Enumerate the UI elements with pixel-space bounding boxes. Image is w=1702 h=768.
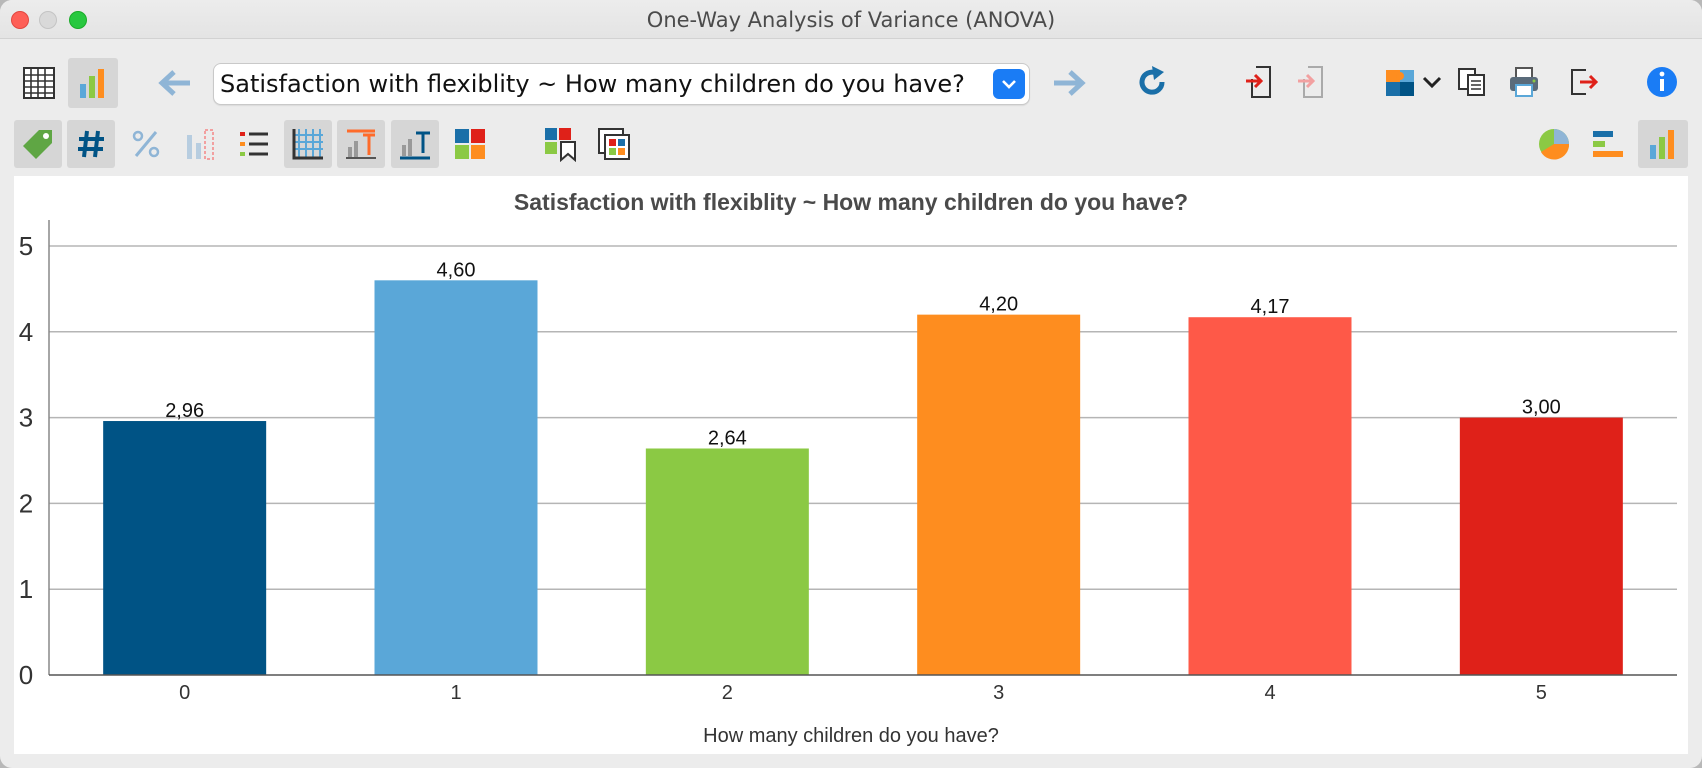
bar-3 bbox=[917, 314, 1081, 675]
x-tick-label: 4 bbox=[1264, 682, 1275, 704]
hash-icon[interactable] bbox=[67, 120, 115, 168]
close-window-button[interactable] bbox=[11, 11, 29, 29]
minimize-window-button[interactable] bbox=[39, 11, 57, 29]
info-icon[interactable] bbox=[1640, 60, 1684, 104]
y-tick-label: 2 bbox=[19, 488, 33, 518]
x-tick-label: 3 bbox=[993, 682, 1004, 704]
export-disabled-icon[interactable] bbox=[1290, 60, 1334, 104]
dashed-bar-icon[interactable] bbox=[178, 120, 222, 168]
y-tick-label: 1 bbox=[19, 574, 33, 604]
x-axis-label: How many children do you have? bbox=[703, 725, 999, 747]
bar-value-label: 4,60 bbox=[437, 259, 476, 281]
y-tick-label: 0 bbox=[19, 660, 33, 690]
bar-title-icon[interactable] bbox=[337, 120, 385, 168]
bar-1 bbox=[374, 280, 538, 675]
y-tick-label: 4 bbox=[19, 317, 33, 347]
exit-icon[interactable] bbox=[1562, 60, 1606, 104]
x-tick-label: 2 bbox=[722, 682, 733, 704]
chart-panel: Satisfaction with flexiblity ~ How many … bbox=[14, 176, 1688, 754]
puzzle-icon[interactable] bbox=[1380, 60, 1448, 104]
bar-chart: Satisfaction with flexiblity ~ How many … bbox=[19, 189, 1677, 747]
y-tick-label: 3 bbox=[19, 403, 33, 433]
chart-view-icon[interactable] bbox=[68, 58, 118, 108]
vertical-bar-icon[interactable] bbox=[1638, 120, 1688, 168]
title-bar: One-Way Analysis of Variance (ANOVA) bbox=[0, 0, 1702, 39]
bar-value-label: 4,17 bbox=[1251, 296, 1290, 318]
back-arrow-icon[interactable] bbox=[152, 63, 196, 103]
chart-title: Satisfaction with flexiblity ~ How many … bbox=[514, 189, 1188, 215]
bar-value-label: 3,00 bbox=[1522, 397, 1561, 419]
overlay-squares-icon[interactable] bbox=[592, 120, 636, 168]
bar-text-icon[interactable] bbox=[391, 120, 439, 168]
percent-icon[interactable] bbox=[124, 120, 168, 168]
analysis-select-value: Satisfaction with flexiblity ~ How many … bbox=[220, 70, 965, 98]
bar-value-label: 2,96 bbox=[165, 400, 204, 422]
tag-icon[interactable] bbox=[14, 120, 62, 168]
refresh-icon[interactable] bbox=[1130, 60, 1174, 104]
bar-value-label: 2,64 bbox=[708, 427, 747, 449]
export-icon[interactable] bbox=[1238, 60, 1282, 104]
copy-icon[interactable] bbox=[1450, 60, 1494, 104]
forward-arrow-icon[interactable] bbox=[1048, 63, 1092, 103]
horizontal-bar-icon[interactable] bbox=[1586, 120, 1630, 168]
chevron-down-icon[interactable] bbox=[993, 69, 1025, 99]
bookmark-squares-icon[interactable] bbox=[538, 120, 582, 168]
bar-0 bbox=[103, 421, 267, 675]
y-tick-label: 5 bbox=[19, 231, 33, 261]
grid-icon[interactable] bbox=[284, 120, 332, 168]
x-tick-label: 0 bbox=[179, 682, 190, 704]
bar-2 bbox=[645, 448, 809, 675]
maximize-window-button[interactable] bbox=[69, 11, 87, 29]
x-tick-label: 1 bbox=[450, 682, 461, 704]
x-tick-label: 5 bbox=[1536, 682, 1547, 704]
color-squares-icon[interactable] bbox=[448, 120, 492, 168]
analysis-select[interactable]: Satisfaction with flexiblity ~ How many … bbox=[213, 63, 1030, 105]
table-view-icon[interactable] bbox=[16, 60, 62, 106]
bar-value-label: 4,20 bbox=[979, 294, 1018, 316]
pie-chart-icon[interactable] bbox=[1532, 120, 1576, 168]
window-title: One-Way Analysis of Variance (ANOVA) bbox=[646, 8, 1056, 32]
bar-5 bbox=[1459, 417, 1623, 675]
print-icon[interactable] bbox=[1502, 60, 1546, 104]
bar-4 bbox=[1188, 317, 1352, 675]
list-icon[interactable] bbox=[232, 120, 276, 168]
